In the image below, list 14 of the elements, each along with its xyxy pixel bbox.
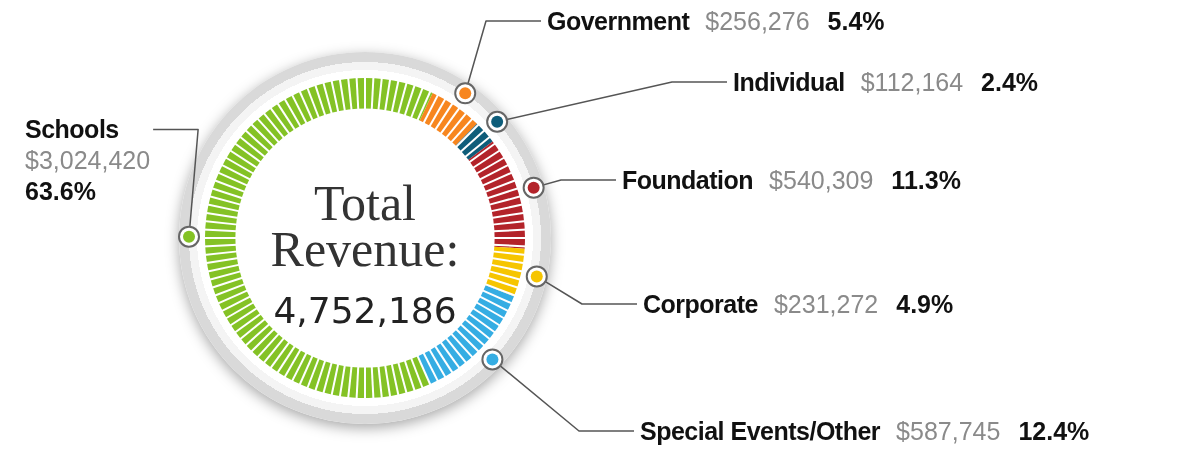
data-label: $540,309 11.3%	[769, 166, 961, 194]
slice-label: Foundation	[622, 166, 754, 194]
data-label: $587,745 12.4%	[896, 417, 1090, 445]
data-label: $3,024,420 63.6%	[25, 146, 151, 205]
text: 4,752,186	[272, 290, 458, 331]
slice-label: Government	[547, 7, 690, 35]
slice-label: Special Events/Other	[640, 417, 881, 445]
data-label: $231,272 4.9%	[773, 290, 954, 318]
text: Total Revenue:	[269, 175, 461, 277]
slice-label: Corporate	[643, 290, 758, 318]
data-label: $256,276 5.4%	[705, 7, 885, 35]
slice-label: Schools	[25, 115, 120, 143]
slice-label: Individual	[733, 68, 845, 96]
data-label: $112,164 2.4%	[860, 68, 1039, 96]
